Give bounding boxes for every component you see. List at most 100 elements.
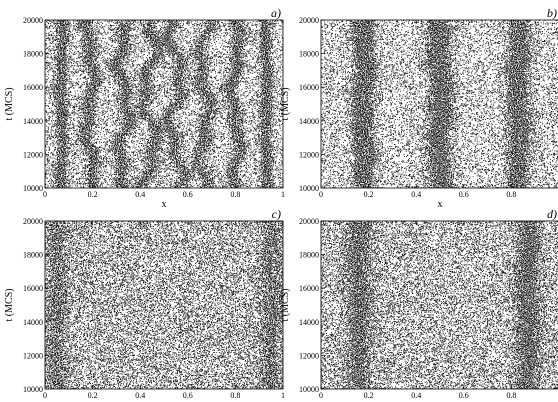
scatter-point <box>269 156 270 157</box>
scatter-point <box>77 165 78 166</box>
scatter-point <box>239 163 240 164</box>
scatter-point <box>57 186 58 187</box>
scatter-point <box>121 153 122 154</box>
scatter-point <box>60 148 61 149</box>
scatter-point <box>56 164 57 165</box>
scatter-point <box>147 153 148 154</box>
scatter-point <box>261 152 262 153</box>
scatter-point <box>116 167 117 168</box>
scatter-point <box>215 156 216 157</box>
scatter-point <box>62 170 63 171</box>
scatter-point <box>187 163 188 164</box>
scatter-point <box>147 180 148 181</box>
scatter-point <box>171 150 172 151</box>
scatter-point <box>120 161 121 162</box>
scatter-point <box>229 174 230 175</box>
scatter-point <box>261 186 262 187</box>
scatter-point <box>132 177 133 178</box>
scatter-point <box>236 180 237 181</box>
scatter-point <box>59 172 60 173</box>
scatter-point <box>148 184 149 185</box>
scatter-point <box>189 176 190 177</box>
scatter-point <box>146 152 147 153</box>
scatter-point <box>109 175 110 176</box>
scatter-point <box>53 187 54 188</box>
scatter-point <box>146 160 147 161</box>
scatter-point <box>152 156 153 157</box>
scatter-point <box>48 152 49 153</box>
scatter-point <box>218 175 219 176</box>
scatter-point <box>223 175 224 176</box>
scatter-point <box>140 156 141 157</box>
scatter-point <box>118 169 119 170</box>
scatter-point <box>187 167 188 168</box>
scatter-point <box>265 168 266 169</box>
scatter-point <box>246 159 247 160</box>
scatter-point <box>111 161 112 162</box>
scatter-point <box>58 173 59 174</box>
scatter-point <box>225 183 226 184</box>
scatter-points <box>45 20 284 189</box>
scatter-point <box>200 151 201 152</box>
scatter-point <box>192 158 193 159</box>
scatter-point <box>97 147 98 148</box>
scatter-point <box>281 155 282 156</box>
scatter-point <box>111 185 112 186</box>
scatter-point <box>145 156 146 157</box>
scatter-point <box>218 164 219 165</box>
scatter-point <box>58 186 59 187</box>
scatter-point <box>105 180 106 181</box>
scatter-point <box>167 152 168 153</box>
scatter-point <box>133 153 134 154</box>
scatter-point <box>80 183 81 184</box>
scatter-point <box>126 167 127 168</box>
scatter-point <box>187 174 188 175</box>
scatter-point <box>88 148 89 149</box>
scatter-point <box>88 155 89 156</box>
scatter-point <box>74 146 75 147</box>
scatter-point <box>262 151 263 152</box>
scatter-point <box>121 172 122 173</box>
scatter-point <box>265 176 266 177</box>
scatter-point <box>208 175 209 176</box>
scatter-point <box>239 150 240 151</box>
scatter-point <box>206 183 207 184</box>
scatter-point <box>90 148 91 149</box>
scatter-point <box>85 149 86 150</box>
scatter-point <box>54 183 55 184</box>
scatter-point <box>202 166 203 167</box>
scatter-point <box>62 151 63 152</box>
scatter-point <box>264 162 265 163</box>
scatter-point <box>140 155 141 156</box>
scatter-point <box>247 184 248 185</box>
scatter-point <box>102 187 103 188</box>
scatter-point <box>237 149 238 150</box>
scatter-point <box>184 177 185 178</box>
scatter-point <box>232 176 233 177</box>
scatter-point <box>154 161 155 162</box>
scatter-point <box>259 152 260 153</box>
scatter-point <box>94 159 95 160</box>
scatter-point <box>186 147 187 148</box>
scatter-point <box>86 153 87 154</box>
scatter-point <box>122 158 123 159</box>
scatter-point <box>85 165 86 166</box>
scatter-point <box>234 168 235 169</box>
scatter-point <box>110 151 111 152</box>
scatter-point <box>173 159 174 160</box>
scatter-point <box>65 176 66 177</box>
scatter-point <box>123 184 124 185</box>
scatter-point <box>233 186 234 187</box>
scatter-point <box>151 180 152 181</box>
scatter-point <box>212 149 213 150</box>
scatter-point <box>127 185 128 186</box>
scatter-point <box>55 177 56 178</box>
scatter-point <box>238 154 239 155</box>
scatter-point <box>219 183 220 184</box>
scatter-point <box>166 182 167 183</box>
scatter-point <box>280 177 281 178</box>
scatter-point <box>93 167 94 168</box>
scatter-point <box>155 156 156 157</box>
scatter-point <box>210 147 211 148</box>
scatter-point <box>57 154 58 155</box>
